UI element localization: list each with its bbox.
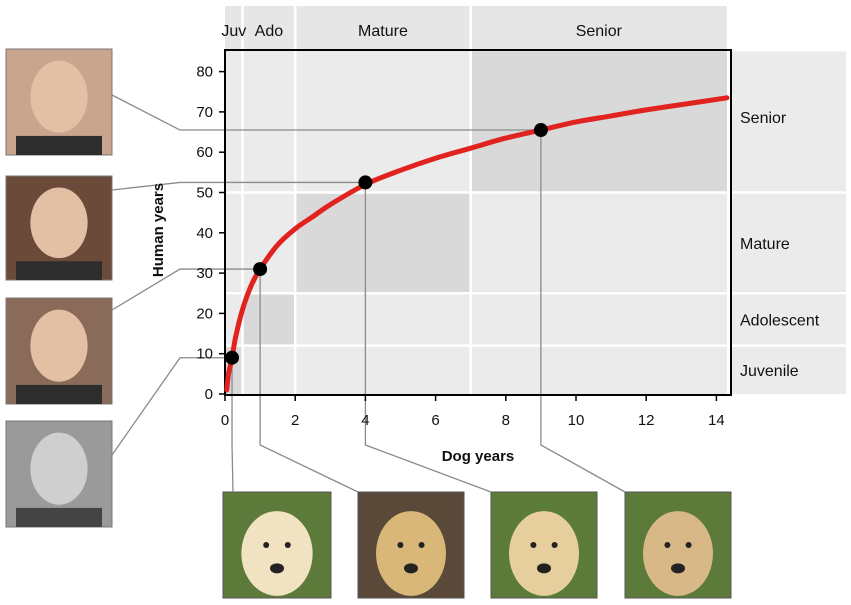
stage-overlap-regions xyxy=(225,51,727,394)
x-tick-label: 14 xyxy=(708,412,725,429)
y-tick-label: 60 xyxy=(196,144,213,161)
human-stage-row xyxy=(731,345,846,394)
human-photos xyxy=(5,48,113,528)
highlight-points xyxy=(225,123,548,365)
dog-stage-header xyxy=(242,6,296,50)
child-boy-photo-icon xyxy=(5,420,113,528)
eye-shape xyxy=(530,542,537,548)
eye-shape xyxy=(284,542,291,548)
y-tick-label: 80 xyxy=(196,64,213,81)
overlap-region xyxy=(470,51,727,193)
human-leader-line xyxy=(111,357,233,456)
highlight-point xyxy=(253,262,268,277)
y-axis-title: Human years xyxy=(150,183,167,277)
human-leader-line xyxy=(111,94,541,131)
eye-shape xyxy=(551,542,558,548)
dog-stage-label: Mature xyxy=(358,23,408,40)
x-axis-title: Dog years xyxy=(442,448,515,465)
human-stage-label: Adolescent xyxy=(740,312,820,329)
dog-head-shape xyxy=(643,511,713,596)
highlight-point xyxy=(358,175,373,190)
teen-boy-photo-icon xyxy=(5,297,113,405)
human-stage-row xyxy=(731,51,846,193)
face-shape xyxy=(30,187,88,259)
labels: Juv Ado Mature Senior Juvenile Adolescent Matu… xyxy=(221,23,819,380)
face-shape xyxy=(30,309,88,382)
human-stage-label: Juvenile xyxy=(740,363,799,380)
y-tick-label: 30 xyxy=(196,265,213,282)
highlight-point xyxy=(533,123,548,138)
dog-stage-column xyxy=(225,50,243,395)
puppy-photo-icon xyxy=(222,491,332,599)
y-tick-label: 0 xyxy=(205,386,213,403)
y-tick-label: 50 xyxy=(196,185,213,202)
plot-frame xyxy=(224,49,732,396)
shoulders-shape xyxy=(16,384,102,404)
dog-leader-line xyxy=(231,357,234,493)
human-stage-row xyxy=(731,293,846,346)
dog-leader-line xyxy=(364,182,492,493)
dog-leader-line xyxy=(259,269,359,493)
nose-shape xyxy=(537,563,551,574)
y-tick-label: 40 xyxy=(196,225,213,242)
dog-stage-label: Senior xyxy=(576,23,623,40)
eye-shape xyxy=(263,542,270,548)
dog-head-shape xyxy=(376,511,446,596)
y-tick-label: 10 xyxy=(196,346,213,363)
axes: 0 10 20 30 40 50 60 70 80 0 2 4 6 8 10 12 14 xyxy=(196,64,724,429)
nose-shape xyxy=(270,563,284,574)
x-tick-label: 0 xyxy=(221,412,229,429)
dog-leader-line xyxy=(540,130,626,493)
overlap-region xyxy=(242,293,296,346)
eye-shape xyxy=(418,542,425,548)
x-tick-label: 10 xyxy=(568,412,585,429)
highlight-point xyxy=(225,350,240,365)
face-shape xyxy=(30,432,88,505)
adult-dog-photo-icon xyxy=(490,491,598,599)
dog-stage-header xyxy=(225,6,243,50)
adult-man-photo-icon xyxy=(5,48,113,156)
dog-head-shape xyxy=(241,511,313,596)
x-tick-label: 8 xyxy=(502,412,510,429)
x-tick-label: 6 xyxy=(431,412,439,429)
shoulders-shape xyxy=(16,507,102,527)
eye-shape xyxy=(685,542,692,548)
eye-shape xyxy=(664,542,671,548)
dog-photos xyxy=(222,491,732,599)
dog-stage-header xyxy=(470,6,727,50)
dog-stage-label: Ado xyxy=(255,23,284,40)
face-shape xyxy=(30,60,88,133)
y-tick-label: 70 xyxy=(196,104,213,121)
nose-shape xyxy=(671,563,685,574)
senior-dog-photo-icon xyxy=(624,491,732,599)
x-tick-label: 2 xyxy=(291,412,299,429)
human-leader-line xyxy=(111,268,261,311)
separators xyxy=(225,6,846,395)
shoulders-shape xyxy=(16,135,102,155)
age-curve xyxy=(224,95,730,393)
adult-man-photo-icon xyxy=(5,175,113,281)
x-tick-label: 12 xyxy=(638,412,655,429)
human-stage-row xyxy=(731,192,846,294)
x-tick-label: 4 xyxy=(361,412,369,429)
y-tick-label: 20 xyxy=(196,305,213,322)
dog-stage-header xyxy=(295,6,471,50)
leader-lines xyxy=(111,94,626,493)
eye-shape xyxy=(397,542,404,548)
young-dog-photo-icon xyxy=(357,491,465,599)
dog-head-shape xyxy=(509,511,579,596)
human-stage-label: Mature xyxy=(740,236,790,253)
shoulders-shape xyxy=(16,261,102,280)
human-stage-label: Senior xyxy=(740,110,787,127)
human-leader-line xyxy=(111,181,366,191)
dog-stage-label: Juv xyxy=(221,23,246,40)
nose-shape xyxy=(404,563,418,574)
